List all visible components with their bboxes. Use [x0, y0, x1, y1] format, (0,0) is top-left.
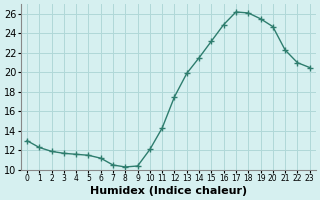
- X-axis label: Humidex (Indice chaleur): Humidex (Indice chaleur): [90, 186, 247, 196]
